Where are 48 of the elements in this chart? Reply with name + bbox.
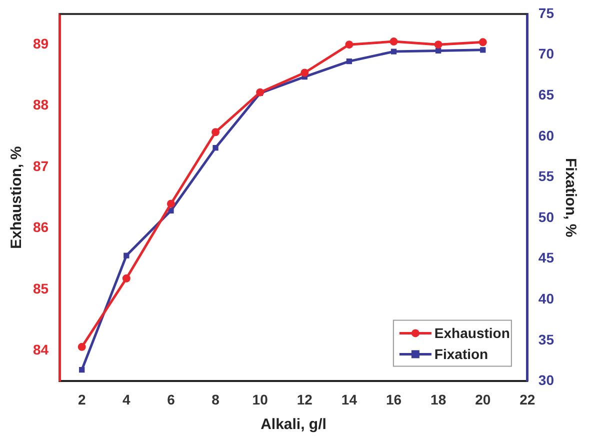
y2-tick-label: 40 <box>538 290 554 306</box>
y2-tick-label: 55 <box>538 168 554 184</box>
point <box>434 40 442 49</box>
point <box>212 144 218 151</box>
y-axis-title: Exhaustion, % <box>8 146 26 249</box>
point <box>478 38 487 46</box>
point <box>122 274 130 282</box>
y2-tick-label: 30 <box>538 372 554 388</box>
x-tick-label: 14 <box>341 391 358 408</box>
y-tick-label: 86 <box>32 219 49 236</box>
point <box>480 47 486 53</box>
point <box>345 40 354 49</box>
x-tick-label: 6 <box>167 391 176 408</box>
x-tick-label: 4 <box>122 391 131 408</box>
y-tick-label: 89 <box>32 35 49 52</box>
x-tick-label: 16 <box>386 391 402 408</box>
y2-tick-label: 50 <box>538 208 554 225</box>
y2-tick-label: 45 <box>538 250 554 266</box>
y2-tick-label: 70 <box>538 46 554 62</box>
y-tick-label: 85 <box>32 280 49 296</box>
x-tick-label: 20 <box>475 391 491 408</box>
x-tick-label: 10 <box>252 391 268 408</box>
x-axis-title: Alkali, g/l <box>260 416 326 434</box>
y-tick-label: 87 <box>32 158 49 174</box>
point <box>300 68 309 77</box>
point <box>390 48 397 54</box>
y2-tick-label: 75 <box>538 4 554 21</box>
x-tick-label: 18 <box>430 391 446 408</box>
point <box>124 252 130 258</box>
point <box>390 38 398 46</box>
x-tick-label: 22 <box>520 391 536 408</box>
x-tick-label: 12 <box>296 391 313 408</box>
y2-tick-label: 65 <box>538 86 554 102</box>
point <box>212 128 220 136</box>
y2-tick-label: 60 <box>538 127 554 144</box>
y2-tick-label: 35 <box>538 331 554 348</box>
y-tick-label: 88 <box>32 96 49 113</box>
legend-label: Exhaustion <box>434 325 510 342</box>
point <box>79 366 85 373</box>
x-tick-label: 8 <box>212 391 220 408</box>
point <box>166 200 175 208</box>
point <box>346 58 352 64</box>
x-tick-label: 2 <box>78 391 86 408</box>
y-tick-label: 84 <box>32 341 49 358</box>
y2-axis-title: Fixation, % <box>562 158 579 238</box>
legend-label: Fixation <box>434 346 488 362</box>
point <box>168 208 174 214</box>
point <box>78 342 86 351</box>
